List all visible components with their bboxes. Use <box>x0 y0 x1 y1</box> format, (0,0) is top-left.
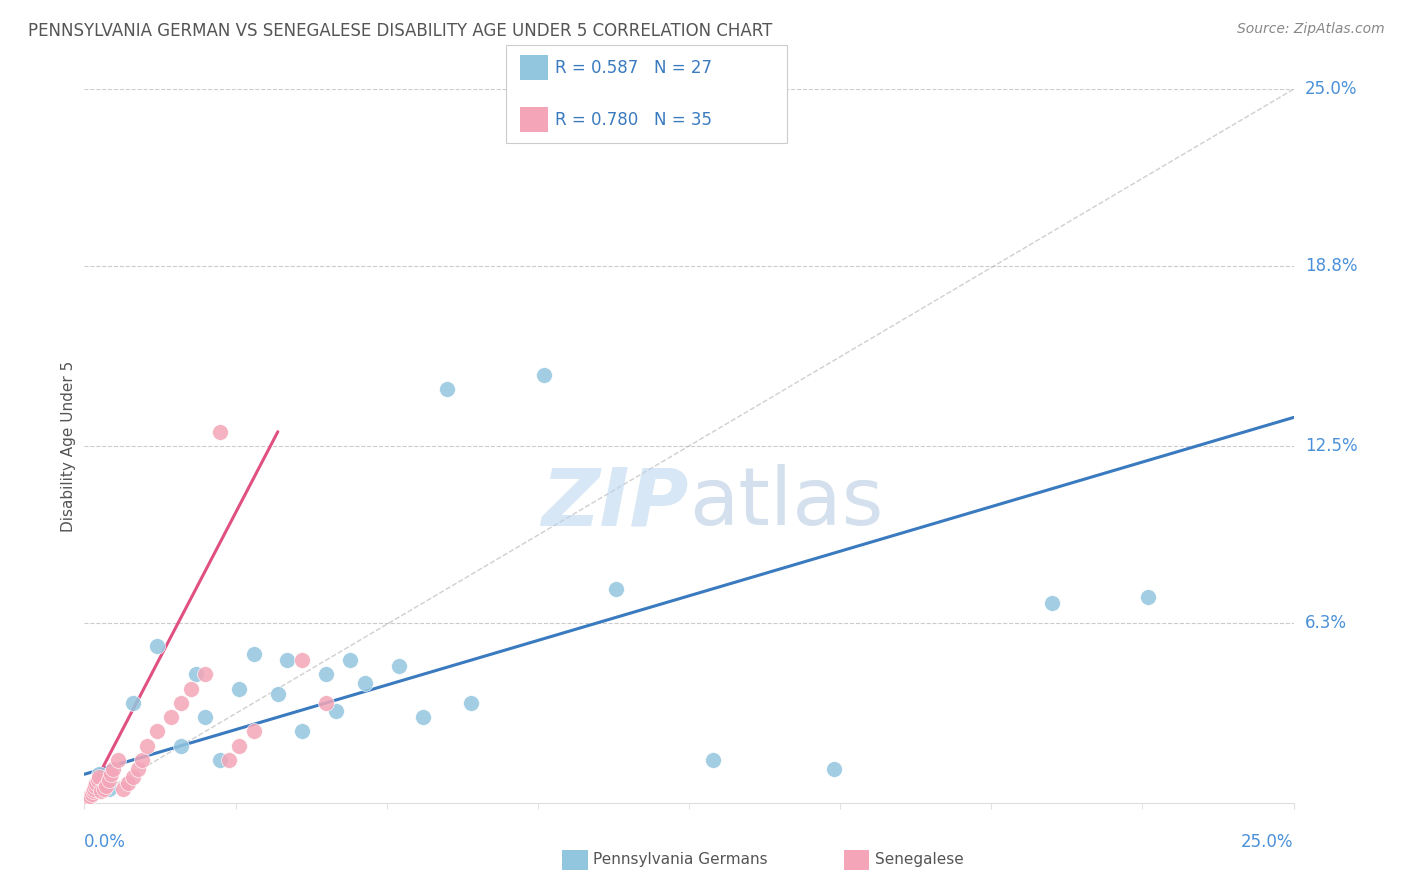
Text: R = 0.780   N = 35: R = 0.780 N = 35 <box>555 111 713 128</box>
Point <box>291 653 314 667</box>
Text: 25.0%: 25.0% <box>1305 80 1357 98</box>
Point <box>267 687 290 701</box>
Point <box>242 648 264 662</box>
Point <box>533 368 555 382</box>
Text: 18.8%: 18.8% <box>1305 257 1357 275</box>
Point <box>354 676 377 690</box>
Point <box>146 724 169 739</box>
Point <box>87 772 110 787</box>
Point <box>315 696 337 710</box>
Point <box>94 779 117 793</box>
Point <box>276 653 298 667</box>
Text: Senegalese: Senegalese <box>875 853 963 867</box>
Point <box>83 781 105 796</box>
Point <box>228 739 250 753</box>
Point <box>170 739 193 753</box>
Point <box>117 776 139 790</box>
Text: 12.5%: 12.5% <box>1305 437 1357 455</box>
Point <box>107 753 129 767</box>
Text: ZIP: ZIP <box>541 464 689 542</box>
Point <box>84 779 107 793</box>
Point <box>76 793 98 807</box>
Point <box>79 789 101 803</box>
Point <box>184 667 207 681</box>
Point <box>82 784 104 798</box>
Point <box>436 382 458 396</box>
Point <box>208 425 231 439</box>
Point <box>93 781 115 796</box>
Point <box>180 681 202 696</box>
Point <box>823 762 845 776</box>
Text: Pennsylvania Germans: Pennsylvania Germans <box>593 853 768 867</box>
Point <box>90 784 112 798</box>
Point <box>80 787 103 801</box>
Point <box>339 653 361 667</box>
Point <box>146 639 169 653</box>
Point <box>87 767 110 781</box>
Point <box>160 710 183 724</box>
Point <box>170 696 193 710</box>
Point <box>460 696 482 710</box>
Text: R = 0.587   N = 27: R = 0.587 N = 27 <box>555 59 713 77</box>
Point <box>136 739 159 753</box>
Point <box>127 762 149 776</box>
Point <box>218 753 240 767</box>
Point <box>77 791 100 805</box>
Y-axis label: Disability Age Under 5: Disability Age Under 5 <box>60 360 76 532</box>
Point <box>97 781 120 796</box>
Point <box>121 696 143 710</box>
Point <box>194 710 217 724</box>
Point <box>86 776 108 790</box>
Point <box>87 770 110 784</box>
Point <box>194 667 217 681</box>
Text: 0.0%: 0.0% <box>84 833 127 851</box>
Point <box>325 705 347 719</box>
Point <box>121 770 143 784</box>
Point <box>702 753 724 767</box>
Point <box>388 658 411 673</box>
Point <box>315 667 337 681</box>
Point <box>1137 591 1160 605</box>
Point <box>112 781 135 796</box>
Point <box>97 772 120 787</box>
Text: Source: ZipAtlas.com: Source: ZipAtlas.com <box>1237 22 1385 37</box>
Point <box>100 767 122 781</box>
Point <box>131 753 153 767</box>
Point <box>412 710 434 724</box>
Text: 6.3%: 6.3% <box>1305 614 1347 632</box>
Point <box>77 790 100 805</box>
Point <box>208 753 231 767</box>
Point <box>242 724 264 739</box>
Text: PENNSYLVANIA GERMAN VS SENEGALESE DISABILITY AGE UNDER 5 CORRELATION CHART: PENNSYLVANIA GERMAN VS SENEGALESE DISABI… <box>28 22 772 40</box>
Point <box>103 762 125 776</box>
Point <box>1040 596 1063 610</box>
Text: 25.0%: 25.0% <box>1241 833 1294 851</box>
Text: atlas: atlas <box>689 464 883 542</box>
Point <box>605 582 627 596</box>
Point <box>228 681 250 696</box>
Point <box>291 724 314 739</box>
